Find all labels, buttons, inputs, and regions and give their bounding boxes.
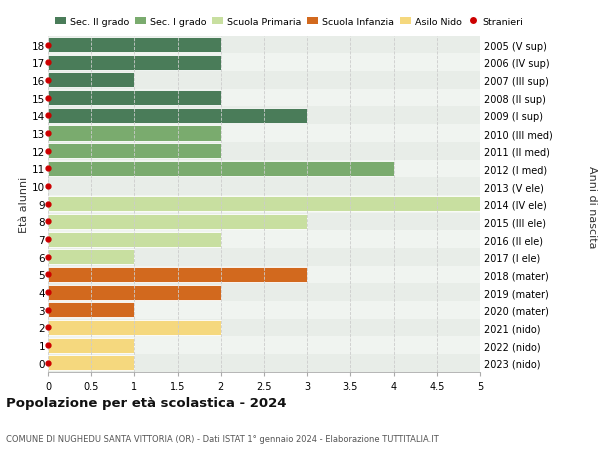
Bar	[48, 232, 221, 247]
Bar	[48, 354, 480, 372]
Bar	[48, 160, 480, 178]
Bar	[48, 197, 480, 212]
Bar	[48, 107, 480, 125]
Bar	[48, 125, 480, 143]
Bar	[48, 250, 134, 265]
Bar	[48, 319, 480, 336]
Bar	[48, 143, 480, 160]
Bar	[48, 214, 307, 230]
Bar	[48, 144, 221, 159]
Bar	[48, 301, 480, 319]
Bar	[48, 338, 134, 353]
Bar	[48, 54, 480, 72]
Text: Anni di nascita: Anni di nascita	[587, 165, 597, 248]
Bar	[48, 90, 480, 107]
Text: COMUNE DI NUGHEDU SANTA VITTORIA (OR) - Dati ISTAT 1° gennaio 2024 - Elaborazion: COMUNE DI NUGHEDU SANTA VITTORIA (OR) - …	[6, 434, 439, 442]
Bar	[48, 267, 307, 282]
Bar	[48, 91, 221, 106]
Bar	[48, 302, 134, 318]
Bar	[48, 266, 480, 284]
Bar	[48, 73, 134, 88]
Bar	[48, 320, 221, 335]
Bar	[48, 178, 480, 196]
Text: Popolazione per età scolastica - 2024: Popolazione per età scolastica - 2024	[6, 396, 287, 409]
Bar	[48, 38, 221, 53]
Bar	[48, 355, 134, 370]
Bar	[48, 162, 394, 176]
Y-axis label: Età alunni: Età alunni	[19, 176, 29, 232]
Legend: Sec. II grado, Sec. I grado, Scuola Primaria, Scuola Infanzia, Asilo Nido, Stran: Sec. II grado, Sec. I grado, Scuola Prim…	[53, 16, 525, 28]
Bar	[48, 109, 307, 123]
Bar	[48, 196, 480, 213]
Bar	[48, 56, 221, 71]
Bar	[48, 336, 480, 354]
Bar	[48, 231, 480, 248]
Bar	[48, 213, 480, 231]
Bar	[48, 285, 221, 300]
Bar	[48, 126, 221, 141]
Bar	[48, 248, 480, 266]
Bar	[48, 72, 480, 90]
Bar	[48, 37, 480, 54]
Bar	[48, 284, 480, 301]
